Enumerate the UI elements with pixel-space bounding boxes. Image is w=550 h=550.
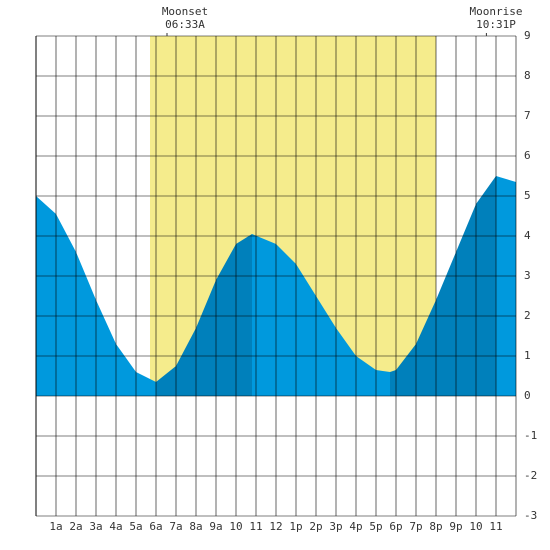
- y-tick-label: -1: [524, 429, 537, 442]
- tide-area: [36, 196, 156, 396]
- x-tick-label: 5a: [129, 520, 142, 533]
- x-tick-label: 4a: [109, 520, 122, 533]
- x-tick-label: 9p: [449, 520, 462, 533]
- x-tick-label: 7a: [169, 520, 182, 533]
- x-tick-label: 1p: [289, 520, 302, 533]
- y-tick-label: 3: [524, 269, 531, 282]
- x-tick-label: 6p: [389, 520, 402, 533]
- x-tick-label: 3a: [89, 520, 102, 533]
- x-tick-label: 6a: [149, 520, 162, 533]
- moon-event: Moonrise: [470, 5, 523, 18]
- y-tick-label: -2: [524, 469, 537, 482]
- tide-area: [390, 176, 496, 396]
- x-tick-label: 12: [269, 520, 282, 533]
- y-tick-label: 6: [524, 149, 531, 162]
- y-tick-label: 4: [524, 229, 531, 242]
- y-tick-label: -3: [524, 509, 537, 522]
- x-tick-label: 2p: [309, 520, 322, 533]
- moon-time: 06:33A: [165, 18, 205, 31]
- y-tick-label: 7: [524, 109, 531, 122]
- y-tick-label: 5: [524, 189, 531, 202]
- x-tick-label: 3p: [329, 520, 342, 533]
- x-tick-label: 2a: [69, 520, 82, 533]
- x-tick-label: 5p: [369, 520, 382, 533]
- tide-area: [252, 234, 390, 396]
- x-tick-label: 10: [229, 520, 242, 533]
- moon-time: 10:31P: [476, 18, 516, 31]
- x-tick-label: 11: [249, 520, 262, 533]
- y-tick-label: 9: [524, 29, 531, 42]
- x-tick-label: 1a: [49, 520, 62, 533]
- x-tick-label: 10: [469, 520, 482, 533]
- tide-area: [496, 176, 516, 396]
- y-tick-label: 0: [524, 389, 531, 402]
- y-tick-label: 2: [524, 309, 531, 322]
- x-tick-label: 4p: [349, 520, 362, 533]
- y-tick-label: 1: [524, 349, 531, 362]
- x-tick-label: 8a: [189, 520, 202, 533]
- x-tick-label: 9a: [209, 520, 222, 533]
- moon-event: Moonset: [162, 5, 208, 18]
- x-tick-label: 8p: [429, 520, 442, 533]
- x-tick-label: 11: [489, 520, 502, 533]
- x-tick-label: 7p: [409, 520, 422, 533]
- tide-area: [156, 234, 252, 396]
- y-tick-label: 8: [524, 69, 531, 82]
